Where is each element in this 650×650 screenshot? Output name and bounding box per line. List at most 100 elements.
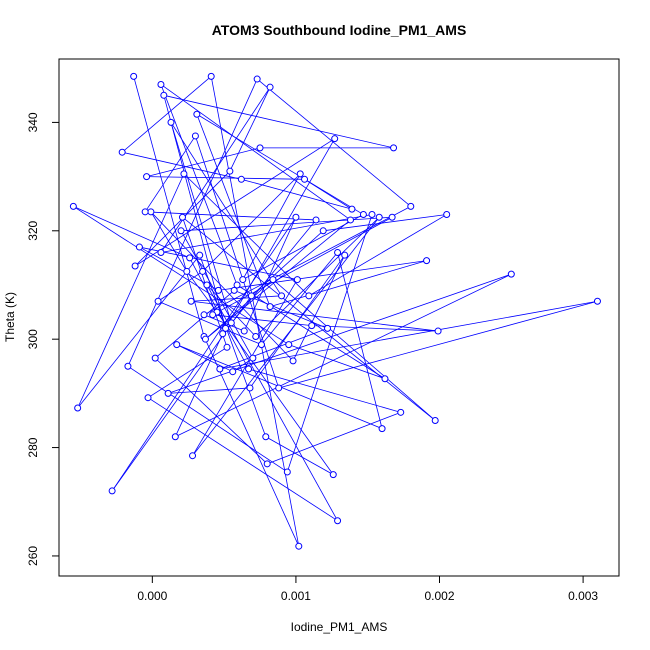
data-point	[305, 292, 313, 300]
y-tick-label: 280	[26, 437, 40, 457]
data-point	[151, 354, 159, 362]
data-point	[507, 270, 515, 278]
data-point	[252, 332, 260, 340]
data-point	[144, 394, 152, 402]
series-line-segment	[160, 86, 271, 253]
data-point	[74, 404, 82, 412]
x-axis: 0.000 0.001 0.002 0.003	[137, 575, 598, 603]
data-point	[341, 251, 349, 259]
data-point	[269, 276, 277, 284]
data-point	[256, 144, 264, 152]
series-line-segment	[241, 178, 353, 210]
series-line-segment	[168, 387, 251, 394]
series-line-segment	[199, 255, 267, 437]
data-point	[239, 276, 247, 284]
data-point	[407, 202, 415, 210]
y-axis: 260 280 300 320 340	[26, 112, 60, 566]
data-point	[257, 341, 265, 349]
y-axis-label: Theta (K)	[3, 292, 17, 342]
series-line-segment	[150, 211, 188, 272]
series-line-segment	[196, 113, 364, 215]
data-series	[69, 72, 601, 550]
series-line-segment	[191, 300, 439, 332]
data-point	[69, 202, 77, 210]
data-point	[167, 118, 175, 126]
data-point	[278, 292, 286, 300]
series-line-segment	[242, 214, 364, 280]
series-line-segment	[206, 284, 257, 337]
series-line-segment	[196, 114, 271, 307]
series-line-segment	[167, 273, 512, 394]
data-point	[154, 297, 162, 305]
data-point	[201, 335, 209, 343]
data-point	[434, 327, 442, 335]
data-point	[240, 327, 248, 335]
series-line-segment	[150, 211, 294, 362]
series-line-segment	[202, 173, 301, 272]
data-point	[141, 208, 149, 216]
x-axis-label: Iodine_PM1_AMS	[291, 620, 388, 634]
data-point	[423, 257, 431, 265]
y-tick-label: 260	[26, 546, 40, 566]
series-line-segment	[225, 138, 336, 329]
data-point	[346, 216, 354, 224]
data-point	[135, 243, 143, 251]
data-point	[263, 460, 271, 468]
data-point	[193, 110, 201, 118]
series-line-segment	[265, 436, 334, 476]
series-line-segment	[157, 300, 262, 345]
series-line-segment	[203, 206, 411, 316]
series-line-segment	[147, 346, 228, 399]
series-line-segment	[77, 173, 185, 409]
data-point	[266, 83, 274, 91]
series-line-segment	[170, 122, 282, 297]
series-line-segment	[144, 135, 196, 213]
data-point	[178, 213, 186, 221]
series-line-segment	[212, 216, 393, 316]
series-line-segment	[269, 260, 427, 308]
series-line-segment	[308, 214, 447, 297]
data-point	[246, 384, 254, 392]
data-point	[329, 471, 337, 479]
data-point	[180, 170, 188, 178]
data-point	[207, 72, 215, 80]
data-point	[247, 292, 255, 300]
data-point	[324, 324, 332, 332]
series-line-segment	[181, 216, 393, 232]
data-point	[200, 311, 208, 319]
data-point	[226, 167, 234, 175]
data-point	[334, 517, 342, 525]
series-line-segment	[174, 333, 224, 437]
data-point	[348, 205, 356, 213]
data-point	[108, 487, 116, 495]
series-line-segment	[219, 300, 598, 370]
data-point	[283, 468, 291, 476]
data-point	[293, 276, 301, 284]
series-line-segment	[256, 78, 412, 207]
data-point	[375, 213, 383, 221]
data-point	[203, 281, 211, 289]
series-line-segment	[77, 254, 201, 409]
data-point	[289, 357, 297, 365]
series-line-segment	[157, 271, 203, 302]
series-line-segment	[111, 217, 297, 492]
series-line-segment	[146, 147, 261, 177]
data-point	[143, 173, 151, 181]
y-tick-label: 300	[26, 329, 40, 349]
y-tick-label: 320	[26, 220, 40, 240]
data-point	[130, 72, 138, 80]
series-line-segment	[195, 135, 280, 389]
data-point	[157, 248, 165, 256]
data-point	[381, 375, 389, 383]
series-line-segment	[311, 325, 439, 332]
data-point	[222, 324, 230, 332]
series-line-segment	[192, 279, 298, 456]
series-line-segment	[242, 173, 301, 280]
data-point	[187, 297, 195, 305]
data-point	[147, 208, 155, 216]
series-line-segment	[154, 357, 268, 465]
series-line-segment	[323, 214, 447, 232]
series-line-segment	[248, 368, 401, 413]
data-point	[173, 341, 181, 349]
